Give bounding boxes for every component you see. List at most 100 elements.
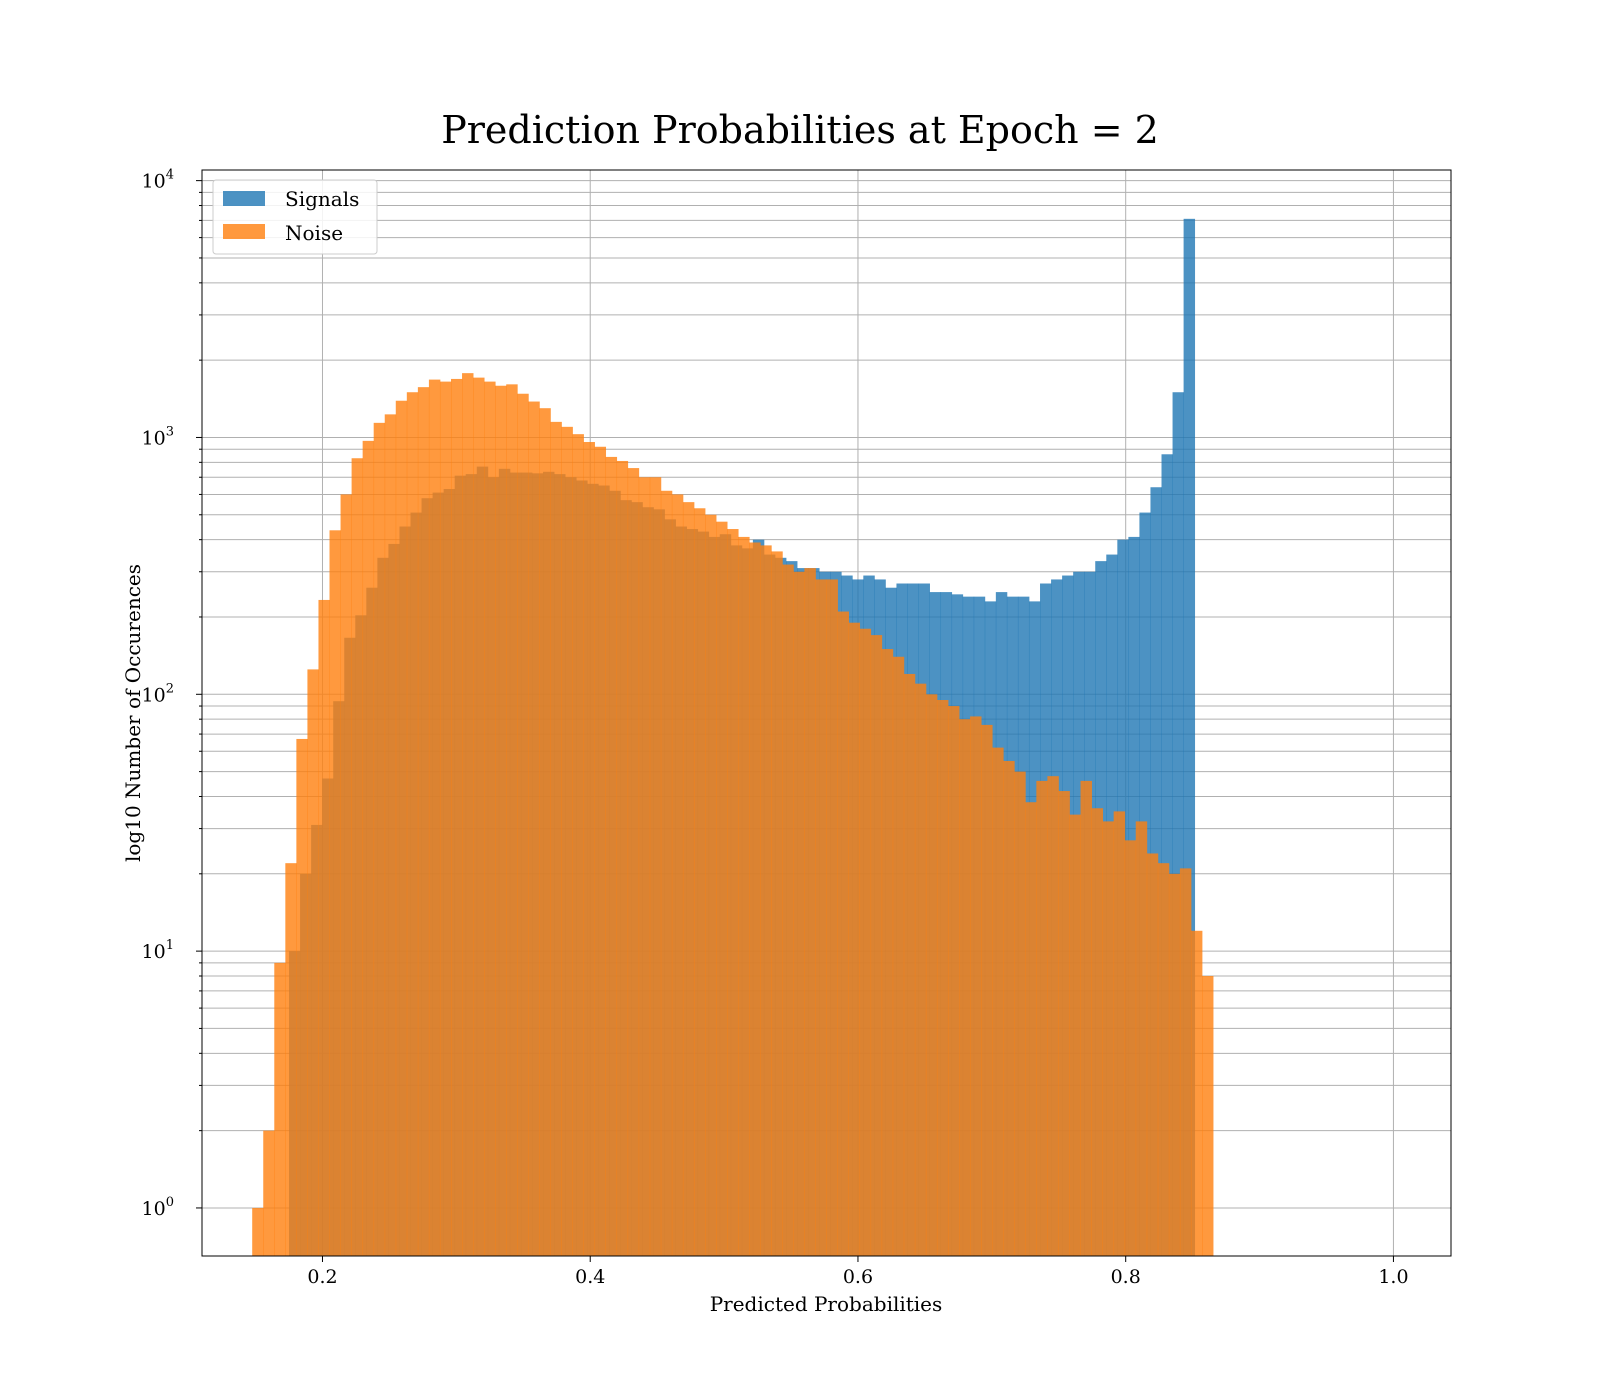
histogram-bar [1161, 454, 1173, 1256]
histogram-bar [1025, 802, 1037, 1256]
histogram-bar [671, 494, 684, 1256]
histogram-bar [660, 490, 673, 1256]
histogram-bar [859, 628, 872, 1256]
histogram-bar [1003, 760, 1015, 1256]
x-tick-label: 0.8 [1111, 1266, 1141, 1288]
histogram-bar [296, 738, 308, 1256]
histogram-bar [473, 377, 485, 1256]
histogram-bar [693, 508, 706, 1256]
x-tick-label: 1.0 [1378, 1266, 1408, 1288]
histogram-bar [959, 719, 971, 1256]
histogram-bar [263, 1130, 275, 1256]
histogram-bar [925, 694, 938, 1256]
y-tick-label: 102 [142, 681, 174, 706]
histogram-bar [705, 514, 717, 1256]
histogram-bar [1135, 821, 1148, 1256]
histogram-bar [914, 683, 927, 1256]
histogram-bar [450, 378, 463, 1256]
histogram-bar [550, 421, 562, 1256]
histogram-bar [1113, 811, 1126, 1256]
histogram-bar [517, 393, 529, 1256]
histogram-bar [362, 440, 375, 1256]
bars [252, 218, 1214, 1257]
histogram-bar [439, 381, 452, 1257]
histogram-bar [351, 458, 364, 1256]
histogram-bar [793, 571, 805, 1256]
plot-frame [201, 169, 1452, 1257]
histogram-bar [649, 477, 662, 1256]
histogram-bar [1014, 771, 1026, 1256]
x-tick-label: 0.6 [843, 1266, 873, 1288]
histogram-bar [274, 962, 286, 1256]
legend: Signals Noise [212, 179, 378, 255]
histogram-bar [638, 477, 651, 1256]
series-noise [252, 373, 1214, 1257]
histogram-bar [870, 635, 883, 1256]
histogram-bar [1124, 840, 1137, 1256]
histogram-bar [881, 649, 894, 1256]
histogram-bar [981, 724, 993, 1256]
histogram-bar [903, 673, 916, 1256]
histogram-bar [627, 468, 640, 1257]
histogram-bar [1172, 392, 1184, 1256]
histogram-bar [1036, 780, 1048, 1256]
histogram-bar [605, 456, 618, 1256]
y-tick-label: 104 [142, 168, 174, 193]
histogram-bar [384, 414, 397, 1256]
histogram-bar [760, 545, 772, 1256]
histogram-bar [1080, 780, 1092, 1256]
histogram-bar [1179, 868, 1192, 1256]
legend-swatch-noise [223, 224, 265, 239]
histogram-bar [1058, 791, 1070, 1256]
histogram-bar [771, 551, 783, 1256]
x-axis-label: Predicted Probabilities [710, 1292, 943, 1316]
x-tick-label: 0.2 [307, 1266, 337, 1288]
axis-ticks: 0.2 0.4 0.6 0.8 1.0 100 101 102 103 104 [142, 168, 1409, 1288]
histogram-bar [373, 422, 386, 1256]
histogram-bar [583, 442, 595, 1257]
legend-label-signals: Signals [285, 187, 359, 211]
histogram-bar [495, 385, 507, 1257]
histogram-bar [815, 579, 827, 1256]
histogram-bar [1190, 930, 1203, 1256]
histogram-bar [572, 434, 584, 1256]
histogram-bar [252, 1207, 264, 1256]
histogram-bar [329, 530, 341, 1256]
histogram-bar [1183, 218, 1196, 1257]
histogram-bar [340, 494, 352, 1256]
histogram-bar [318, 599, 330, 1256]
histogram-bar [1091, 808, 1104, 1256]
x-tick-label: 0.4 [575, 1266, 605, 1288]
histogram-bar [539, 408, 551, 1256]
histogram-bar [285, 863, 297, 1256]
histogram-bar [936, 700, 949, 1256]
y-tick-label: 101 [142, 938, 174, 963]
y-tick-label: 103 [142, 424, 174, 449]
histogram-bar [947, 706, 960, 1256]
histogram-bar [462, 373, 474, 1256]
histogram-bar [1146, 853, 1159, 1256]
histogram-bar [682, 502, 695, 1256]
histogram-bar [307, 669, 319, 1256]
histogram-bar [1102, 821, 1115, 1256]
histogram-bar [738, 536, 750, 1256]
histogram-bar [727, 529, 739, 1256]
histogram-bar [1168, 873, 1181, 1256]
histogram-bar [749, 542, 761, 1256]
histogram-bar [594, 446, 607, 1256]
y-tick-label: 100 [142, 1195, 174, 1220]
histogram-bar [1202, 976, 1214, 1256]
histogram-bar [826, 579, 838, 1256]
histogram-bar [837, 611, 849, 1256]
histogram-bar [417, 387, 430, 1256]
chart-title: Prediction Probabilities at Epoch = 2 [441, 108, 1159, 152]
histogram-bar [616, 460, 629, 1256]
histogram-bar [992, 747, 1004, 1256]
histogram-bar [892, 656, 905, 1256]
histogram-bar [528, 401, 540, 1257]
histogram-bar [406, 392, 419, 1256]
histogram-bar [716, 521, 728, 1256]
legend-label-noise: Noise [285, 221, 343, 245]
histogram-bar [804, 568, 816, 1256]
